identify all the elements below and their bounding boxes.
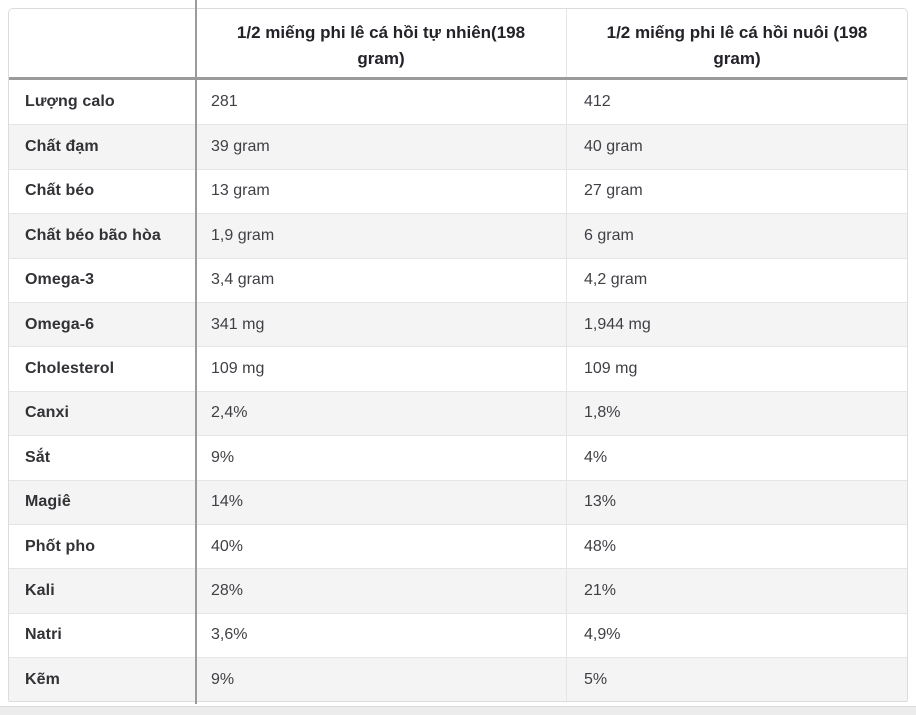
wild-value: 13 gram [211, 182, 270, 200]
wild-value: 109 mg [211, 360, 265, 378]
row-label: Chất béo [25, 182, 95, 200]
row-label: Kali [25, 581, 55, 599]
table-row: Phốt pho 40% 48% [9, 523, 907, 569]
wild-value: 3,4 gram [211, 271, 275, 289]
table-row: Lượng calo 281 412 [9, 80, 907, 125]
table-row: Chất đạm 39 gram 40 gram [9, 124, 907, 169]
wild-value: 9% [211, 670, 235, 688]
wild-value: 341 mg [211, 315, 265, 333]
farmed-value: 6 gram [566, 214, 907, 258]
farmed-value: 5% [566, 658, 907, 702]
farmed-value: 4,2 gram [566, 258, 907, 302]
row-label: Canxi [25, 404, 70, 422]
row-label: Kẽm [25, 670, 60, 688]
nutrition-table: 1/2 miếng phi lê cá hồi tự nhiên(198 gra… [8, 8, 908, 703]
column-divider-line [195, 0, 197, 704]
table-row: Canxi 2,4% 1,8% [9, 390, 907, 436]
table-row: Natri 3,6% 4,9% [9, 612, 907, 658]
wild-value: 39 gram [211, 138, 270, 156]
farmed-value: 4,9% [566, 613, 907, 658]
table-row: Chất béo 13 gram 27 gram [9, 168, 907, 214]
row-label: Omega-6 [25, 315, 95, 333]
row-label: Natri [25, 626, 62, 644]
farmed-value: 48% [566, 524, 907, 569]
farmed-value: 27 gram [566, 169, 907, 214]
farmed-value: 412 [566, 80, 907, 125]
farmed-value: 4% [566, 436, 907, 480]
table-row: Sắt 9% 4% [9, 435, 907, 480]
wild-value: 1,9 gram [211, 226, 275, 244]
wild-value: 281 [211, 93, 238, 111]
row-label: Cholesterol [25, 360, 115, 378]
row-label: Chất đạm [25, 138, 99, 156]
row-label: Phốt pho [25, 537, 96, 555]
wild-value: 28% [211, 581, 244, 599]
farmed-value: 109 mg [566, 347, 907, 391]
table-row: Kẽm 9% 5% [9, 657, 907, 702]
cutoff-next-row-strip [0, 706, 916, 715]
column-header-farmed-salmon: 1/2 miếng phi lê cá hồi nuôi (198 gram) [566, 9, 907, 77]
column-header-wild-salmon: 1/2 miếng phi lê cá hồi tự nhiên(198 gra… [236, 23, 526, 68]
table-row: Cholesterol 109 mg 109 mg [9, 346, 907, 391]
wild-value: 14% [211, 493, 244, 511]
wild-value: 9% [211, 448, 235, 466]
column-header-blank [9, 9, 196, 77]
wild-value: 3,6% [211, 626, 248, 644]
farmed-value: 21% [566, 569, 907, 613]
farmed-value: 1,8% [566, 391, 907, 436]
row-label: Magiê [25, 493, 71, 511]
table-row: Chất béo bão hòa 1,9 gram 6 gram [9, 213, 907, 258]
table-header-row: 1/2 miếng phi lê cá hồi tự nhiên(198 gra… [9, 9, 907, 80]
wild-value: 2,4% [211, 404, 248, 422]
table-row: Kali 28% 21% [9, 568, 907, 613]
wild-value: 40% [211, 537, 244, 555]
table-row: Magiê 14% 13% [9, 479, 907, 524]
farmed-value: 1,944 mg [566, 302, 907, 347]
row-label: Omega-3 [25, 271, 95, 289]
table-row: Omega-3 3,4 gram 4,2 gram [9, 257, 907, 302]
row-label: Lượng calo [25, 93, 115, 111]
farmed-value: 40 gram [566, 125, 907, 169]
table-row: Omega-6 341 mg 1,944 mg [9, 301, 907, 347]
row-label: Chất béo bão hòa [25, 226, 161, 244]
farmed-value: 13% [566, 480, 907, 524]
row-label: Sắt [25, 448, 51, 466]
